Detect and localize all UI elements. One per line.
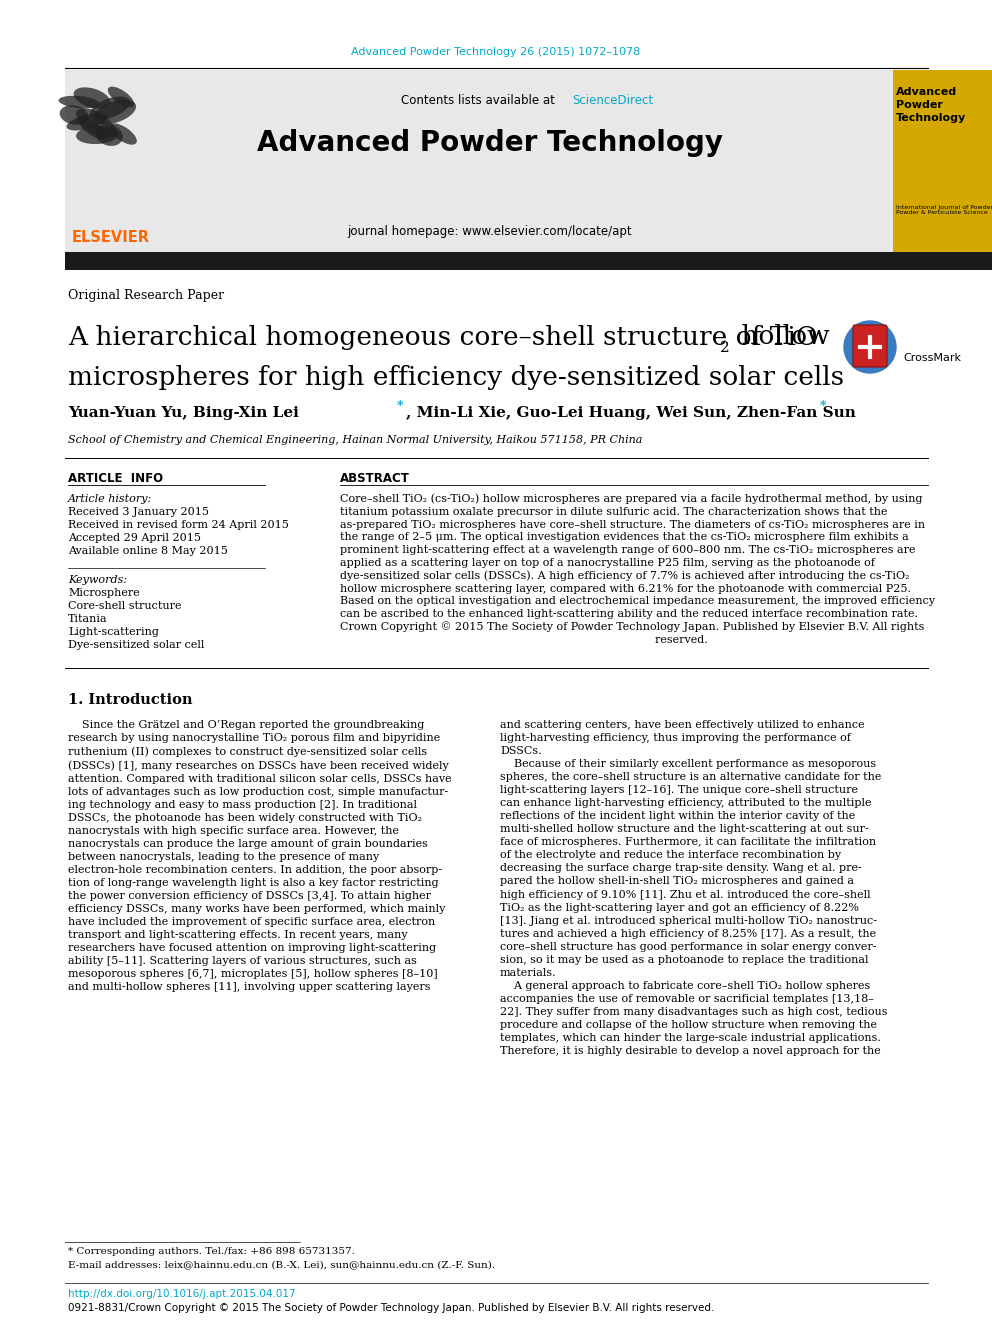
Text: Advanced
Powder
Technology: Advanced Powder Technology xyxy=(896,87,966,123)
Text: prominent light-scattering effect at a wavelength range of 600–800 nm. The cs-Ti: prominent light-scattering effect at a w… xyxy=(340,545,916,556)
Text: Original Research Paper: Original Research Paper xyxy=(68,288,224,302)
Text: http://dx.doi.org/10.1016/j.apt.2015.04.017: http://dx.doi.org/10.1016/j.apt.2015.04.… xyxy=(68,1289,296,1299)
Text: Microsphere: Microsphere xyxy=(68,587,140,598)
Ellipse shape xyxy=(59,95,99,108)
Text: dye-sensitized solar cells (DSSCs). A high efficiency of 7.7% is achieved after : dye-sensitized solar cells (DSSCs). A hi… xyxy=(340,570,910,581)
Text: titanium potassium oxalate precursor in dilute sulfuric acid. The characterizati: titanium potassium oxalate precursor in … xyxy=(340,507,888,517)
Ellipse shape xyxy=(60,106,88,124)
Text: CrossMark: CrossMark xyxy=(903,353,961,363)
Text: Advanced Powder Technology: Advanced Powder Technology xyxy=(257,130,723,157)
Ellipse shape xyxy=(76,126,118,144)
Text: hollow: hollow xyxy=(733,324,829,349)
Text: Core–shell TiO₂ (cs-TiO₂) hollow microspheres are prepared via a facile hydrothe: Core–shell TiO₂ (cs-TiO₂) hollow microsp… xyxy=(340,493,923,504)
Ellipse shape xyxy=(76,108,116,138)
Text: microspheres for high efficiency dye-sensitized solar cells: microspheres for high efficiency dye-sen… xyxy=(68,365,844,389)
Ellipse shape xyxy=(66,114,107,131)
Text: ARTICLE  INFO: ARTICLE INFO xyxy=(68,471,163,484)
Text: * Corresponding authors. Tel./fax: +86 898 65731357.: * Corresponding authors. Tel./fax: +86 8… xyxy=(68,1248,355,1257)
Text: Crown Copyright © 2015 The Society of Powder Technology Japan. Published by Else: Crown Copyright © 2015 The Society of Po… xyxy=(340,622,925,632)
Ellipse shape xyxy=(94,99,136,124)
Text: Contents lists available at: Contents lists available at xyxy=(401,94,558,106)
FancyBboxPatch shape xyxy=(893,70,992,251)
Text: and scattering centers, have been effectively utilized to enhance
light-harvesti: and scattering centers, have been effect… xyxy=(500,720,888,1056)
Text: Keywords:: Keywords: xyxy=(68,576,127,585)
Text: ELSEVIER: ELSEVIER xyxy=(72,230,150,246)
Text: Received in revised form 24 April 2015: Received in revised form 24 April 2015 xyxy=(68,520,289,531)
Text: Based on the optical investigation and electrochemical impedance measurement, th: Based on the optical investigation and e… xyxy=(340,597,935,606)
FancyBboxPatch shape xyxy=(65,251,992,270)
Ellipse shape xyxy=(109,123,137,144)
Text: applied as a scattering layer on top of a nanocrystalline P25 film, serving as t: applied as a scattering layer on top of … xyxy=(340,558,875,568)
Text: 2: 2 xyxy=(720,341,730,355)
Text: Article history:: Article history: xyxy=(68,493,152,504)
Text: 0921-8831/Crown Copyright © 2015 The Society of Powder Technology Japan. Publish: 0921-8831/Crown Copyright © 2015 The Soc… xyxy=(68,1303,714,1312)
Text: reserved.: reserved. xyxy=(340,635,707,644)
Ellipse shape xyxy=(95,124,123,146)
Text: Light-scattering: Light-scattering xyxy=(68,627,159,636)
FancyBboxPatch shape xyxy=(65,70,928,251)
Text: Advanced Powder Technology 26 (2015) 1072–1078: Advanced Powder Technology 26 (2015) 107… xyxy=(351,48,641,57)
Text: Titania: Titania xyxy=(68,614,107,624)
Text: Core-shell structure: Core-shell structure xyxy=(68,601,182,611)
Text: Available online 8 May 2015: Available online 8 May 2015 xyxy=(68,546,228,556)
Text: Since the Grätzel and O’Regan reported the groundbreaking
research by using nano: Since the Grätzel and O’Regan reported t… xyxy=(68,720,451,992)
Text: the range of 2–5 μm. The optical investigation evidences that the cs-TiO₂ micros: the range of 2–5 μm. The optical investi… xyxy=(340,532,909,542)
Text: journal homepage: www.elsevier.com/locate/apt: journal homepage: www.elsevier.com/locat… xyxy=(347,225,632,238)
Ellipse shape xyxy=(108,86,134,107)
Text: Yuan-Yuan Yu, Bing-Xin Lei: Yuan-Yuan Yu, Bing-Xin Lei xyxy=(68,406,305,419)
Text: A hierarchical homogeneous core–shell structure of TiO: A hierarchical homogeneous core–shell st… xyxy=(68,324,817,349)
Text: E-mail addresses: leix@hainnu.edu.cn (B.-X. Lei), sun@hainnu.edu.cn (Z.-F. Sun).: E-mail addresses: leix@hainnu.edu.cn (B.… xyxy=(68,1261,495,1270)
Text: , Min-Li Xie, Guo-Lei Huang, Wei Sun, Zhen-Fan Sun: , Min-Li Xie, Guo-Lei Huang, Wei Sun, Zh… xyxy=(406,406,856,419)
Text: ABSTRACT: ABSTRACT xyxy=(340,471,410,484)
Text: 1. Introduction: 1. Introduction xyxy=(68,693,192,706)
Ellipse shape xyxy=(90,97,130,119)
Text: Dye-sensitized solar cell: Dye-sensitized solar cell xyxy=(68,640,204,650)
Text: Received 3 January 2015: Received 3 January 2015 xyxy=(68,507,209,517)
Text: can be ascribed to the enhanced light-scattering ability and the reduced interfa: can be ascribed to the enhanced light-sc… xyxy=(340,609,918,619)
FancyBboxPatch shape xyxy=(853,325,887,366)
Text: *: * xyxy=(820,400,826,413)
Circle shape xyxy=(844,321,896,373)
Text: hollow microsphere scattering layer, compared with 6.21% for the photoanode with: hollow microsphere scattering layer, com… xyxy=(340,583,911,594)
Ellipse shape xyxy=(77,116,106,139)
Text: School of Chemistry and Chemical Engineering, Hainan Normal University, Haikou 5: School of Chemistry and Chemical Enginee… xyxy=(68,435,643,445)
Text: as-prepared TiO₂ microspheres have core–shell structure. The diameters of cs-TiO: as-prepared TiO₂ microspheres have core–… xyxy=(340,520,926,529)
Ellipse shape xyxy=(73,87,110,108)
Text: *: * xyxy=(397,400,404,413)
Text: International Journal of Powder Technology of
Powder & Particulate Science: International Journal of Powder Technolo… xyxy=(896,205,992,216)
Text: ScienceDirect: ScienceDirect xyxy=(572,94,653,106)
Text: Accepted 29 April 2015: Accepted 29 April 2015 xyxy=(68,533,201,542)
